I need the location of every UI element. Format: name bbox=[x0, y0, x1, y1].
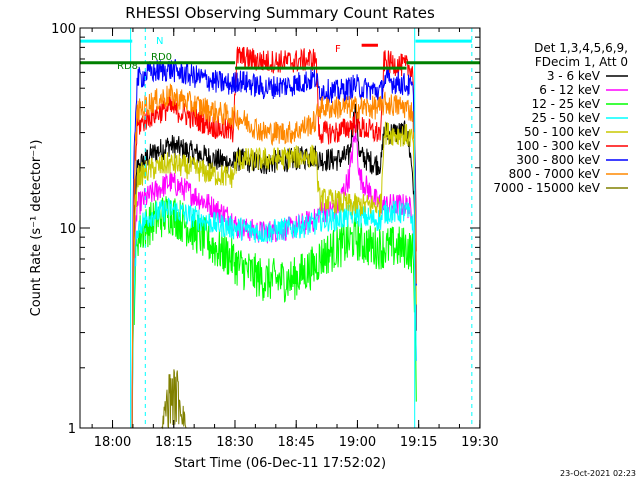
annotation-label-night: N bbox=[156, 36, 163, 47]
x-tick-label-1: 18:15 bbox=[155, 435, 192, 450]
x-tick-label-2: 18:30 bbox=[216, 435, 253, 450]
legend-label-4: 50 - 100 keV bbox=[524, 125, 601, 139]
chart-title: RHESSI Observing Summary Count Rates bbox=[125, 4, 435, 22]
x-tick-label-3: 18:45 bbox=[277, 435, 314, 450]
legend-label-7: 800 - 7000 keV bbox=[509, 167, 601, 181]
annotation-label-flare: F bbox=[335, 44, 341, 55]
legend-label-8: 7000 - 15000 keV bbox=[493, 181, 600, 195]
legend-label-5: 100 - 300 keV bbox=[516, 139, 600, 153]
y-tick-label-0: 1 bbox=[68, 422, 76, 437]
legend-label-0: 3 - 6 keV bbox=[547, 69, 601, 83]
series-layer bbox=[131, 46, 417, 430]
y-axis: 1 10 100 bbox=[51, 22, 480, 437]
y-tick-label-2: 100 bbox=[51, 22, 76, 37]
x-tick-label-6: 19:30 bbox=[461, 435, 498, 450]
series-line-2 bbox=[131, 196, 417, 429]
series-line-3 bbox=[131, 197, 417, 429]
legend-header-0: Det 1,3,4,5,6,9, bbox=[534, 41, 628, 55]
legend-label-6: 300 - 800 keV bbox=[516, 153, 600, 167]
y-tick-label-1: 10 bbox=[59, 222, 76, 237]
series-line-0 bbox=[131, 103, 417, 429]
annotation-label-rd8: RD8 bbox=[117, 61, 138, 72]
series-line-8 bbox=[132, 369, 417, 430]
x-tick-label-5: 19:15 bbox=[400, 435, 437, 450]
legend-label-2: 12 - 25 keV bbox=[532, 97, 601, 111]
legend: Det 1,3,4,5,6,9,FDecim 1, Att 03 - 6 keV… bbox=[493, 41, 628, 195]
y-axis-label: Count Rate (s⁻¹ detector⁻¹) bbox=[29, 140, 44, 317]
timestamp: 23-Oct-2021 02:23 bbox=[560, 469, 636, 478]
legend-label-3: 25 - 50 keV bbox=[532, 111, 601, 125]
legend-header-1: FDecim 1, Att 0 bbox=[535, 55, 628, 69]
x-axis: 18:00 18:15 18:30 18:45 19:00 19:15 19:30 bbox=[91, 28, 499, 450]
series-line-4 bbox=[131, 121, 417, 429]
x-tick-label-4: 19:00 bbox=[339, 435, 376, 450]
legend-label-1: 6 - 12 keV bbox=[539, 83, 601, 97]
annotation-label-rd0: RD0 bbox=[151, 52, 172, 63]
x-axis-label: Start Time (06-Dec-11 17:52:02) bbox=[174, 456, 386, 471]
series-line-7 bbox=[131, 83, 417, 429]
x-tick-label-0: 18:00 bbox=[94, 435, 131, 450]
series-line-6 bbox=[131, 59, 417, 429]
